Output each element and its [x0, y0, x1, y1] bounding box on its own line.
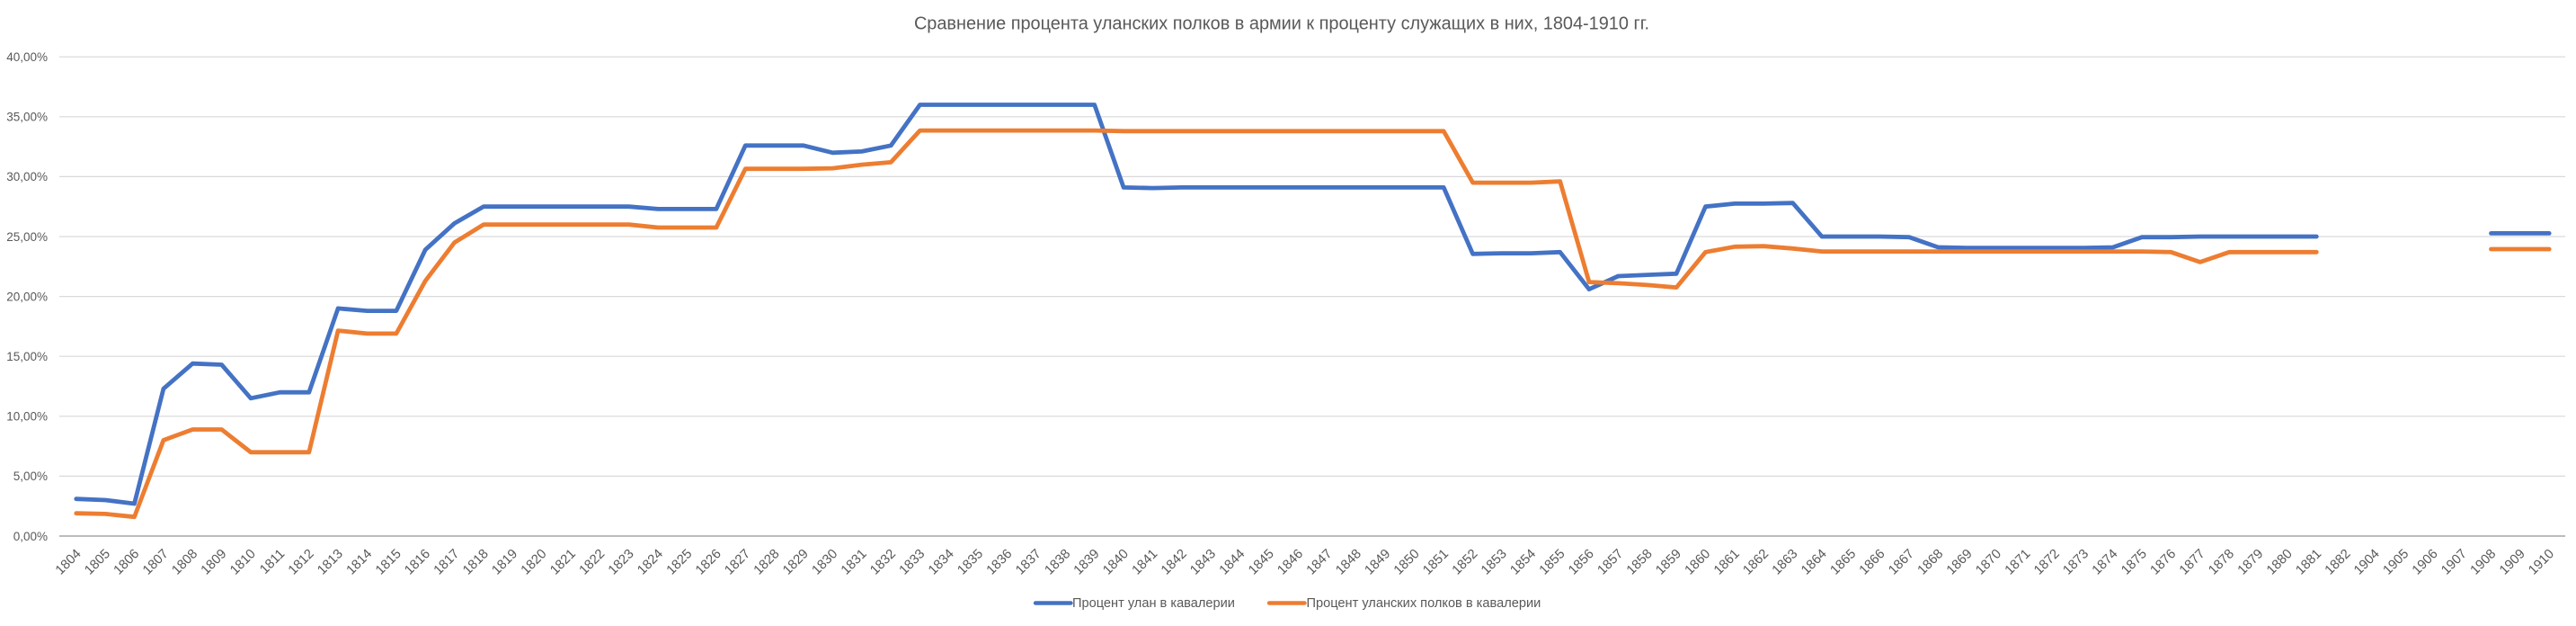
svg-text:Процент улан в кавалерии: Процент улан в кавалерии: [1072, 596, 1235, 611]
svg-text:25,00%: 25,00%: [6, 230, 48, 244]
svg-text:0,00%: 0,00%: [13, 530, 48, 543]
svg-text:5,00%: 5,00%: [13, 470, 48, 483]
svg-text:10,00%: 10,00%: [6, 410, 48, 424]
svg-text:35,00%: 35,00%: [6, 111, 48, 124]
svg-text:Процент уланских полков в кава: Процент уланских полков в кавалерии: [1307, 596, 1541, 611]
svg-text:30,00%: 30,00%: [6, 170, 48, 183]
svg-text:15,00%: 15,00%: [6, 350, 48, 363]
svg-text:40,00%: 40,00%: [6, 50, 48, 64]
svg-text:20,00%: 20,00%: [6, 290, 48, 303]
svg-text:Сравнение процента уланских по: Сравнение процента уланских полков в арм…: [914, 14, 1649, 34]
